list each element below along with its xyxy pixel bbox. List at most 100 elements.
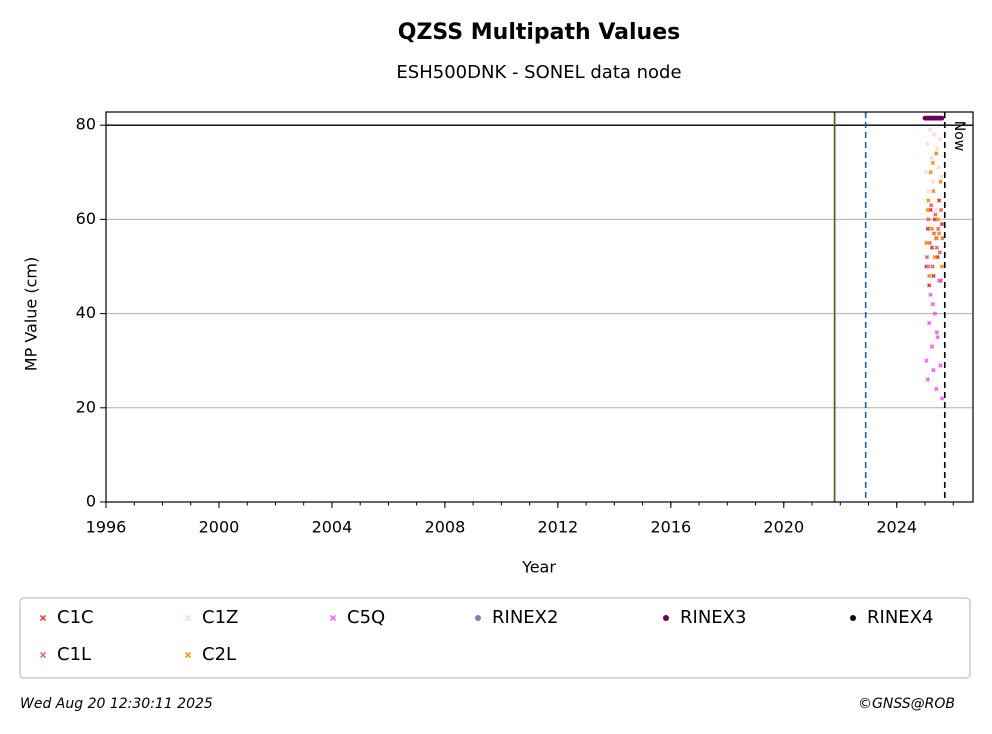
data-point — [930, 302, 936, 307]
data-point — [930, 179, 936, 184]
data-point — [926, 217, 931, 222]
data-point — [935, 146, 940, 151]
data-point — [924, 240, 929, 246]
data-point — [929, 156, 934, 161]
data-point — [931, 273, 936, 279]
data-point — [935, 217, 940, 222]
legend-marker — [184, 614, 192, 622]
data-point — [923, 170, 928, 175]
data-point — [936, 165, 941, 170]
data-point — [924, 358, 929, 363]
chart-title: QZSS Multipath Values — [398, 20, 681, 45]
data-point — [934, 386, 939, 392]
data-point — [931, 367, 936, 373]
legend-marker — [39, 614, 47, 622]
data-point — [939, 221, 945, 227]
data-point — [939, 396, 945, 401]
data-point — [926, 188, 931, 194]
data-point — [929, 344, 935, 349]
data-point — [929, 226, 935, 231]
data-point — [939, 115, 945, 121]
y-axis-label: MP Value (cm) — [22, 257, 41, 371]
data-point — [938, 363, 943, 368]
data-point — [937, 137, 943, 142]
data-point — [934, 245, 939, 250]
data-point — [927, 240, 932, 246]
legend-label: C2L — [202, 644, 236, 665]
legend-label: C1L — [57, 644, 91, 665]
x-tick-label: 2024 — [876, 518, 917, 537]
y-tick-label: 20 — [76, 397, 96, 416]
data-point — [939, 264, 945, 269]
data-point — [927, 320, 932, 326]
legend-marker — [850, 615, 856, 621]
x-tick-label: 2004 — [312, 518, 353, 537]
legend-marker — [663, 615, 669, 621]
y-tick-label: 60 — [76, 209, 96, 228]
data-point — [929, 245, 935, 250]
y-tick-label: 80 — [76, 115, 96, 134]
data-point — [936, 198, 942, 203]
legend-label: C1C — [57, 607, 94, 628]
data-point — [927, 283, 932, 288]
y-tick-label: 40 — [76, 303, 96, 322]
footer-date: Wed Aug 20 12:30:11 2025 — [20, 696, 213, 712]
data-point — [928, 292, 933, 297]
data-point — [938, 207, 944, 213]
data-point — [936, 226, 941, 231]
data-point — [934, 151, 939, 156]
y-tick-label: 0 — [86, 492, 96, 511]
legend-label: RINEX2 — [492, 607, 558, 628]
data-point — [926, 198, 931, 203]
legend-marker — [39, 651, 47, 659]
data-point — [927, 273, 932, 279]
data-point — [935, 335, 940, 340]
x-tick-label: 2000 — [199, 518, 240, 537]
data-point — [931, 231, 937, 236]
data-point — [933, 207, 938, 213]
data-point — [928, 170, 933, 175]
data-point — [930, 264, 935, 269]
x-tick-label: 2012 — [537, 518, 578, 537]
x-tick-label: 1996 — [86, 518, 127, 537]
data-point — [932, 254, 938, 260]
data-point — [939, 174, 944, 180]
data-point — [925, 207, 930, 213]
legend-label: C5Q — [347, 607, 385, 628]
footer-credit: ©GNSS@ROB — [858, 696, 955, 712]
data-point — [925, 377, 930, 382]
legend-marker — [184, 651, 192, 659]
data-point — [938, 179, 943, 184]
data-point — [926, 264, 931, 269]
legend-marker — [329, 614, 337, 622]
data-point — [925, 226, 930, 231]
data-point — [934, 236, 939, 241]
data-point — [934, 330, 939, 335]
data-point — [925, 141, 930, 147]
legend-label: RINEX3 — [680, 607, 746, 628]
data-point — [933, 212, 938, 217]
x-axis-label: Year — [521, 558, 556, 577]
data-point — [940, 236, 945, 241]
data-point — [931, 188, 936, 194]
plot-frame — [105, 111, 974, 503]
data-point — [936, 231, 942, 236]
legend-marker — [475, 615, 481, 621]
x-tick-label: 2020 — [763, 518, 804, 537]
data-point — [924, 254, 930, 260]
event-label: Now — [951, 121, 967, 152]
data-point — [932, 311, 938, 316]
data-point — [930, 160, 936, 166]
data-point — [927, 127, 933, 133]
chart-subtitle: ESH500DNK - SONEL data node — [396, 62, 681, 83]
legend-box — [19, 597, 971, 679]
data-point — [929, 203, 934, 208]
x-tick-label: 2016 — [650, 518, 691, 537]
data-point — [937, 250, 942, 255]
legend-label: C1Z — [202, 607, 238, 628]
data-point — [932, 132, 937, 137]
x-tick-label: 2008 — [425, 518, 466, 537]
legend-label: RINEX4 — [867, 607, 933, 628]
data-point — [936, 278, 942, 283]
